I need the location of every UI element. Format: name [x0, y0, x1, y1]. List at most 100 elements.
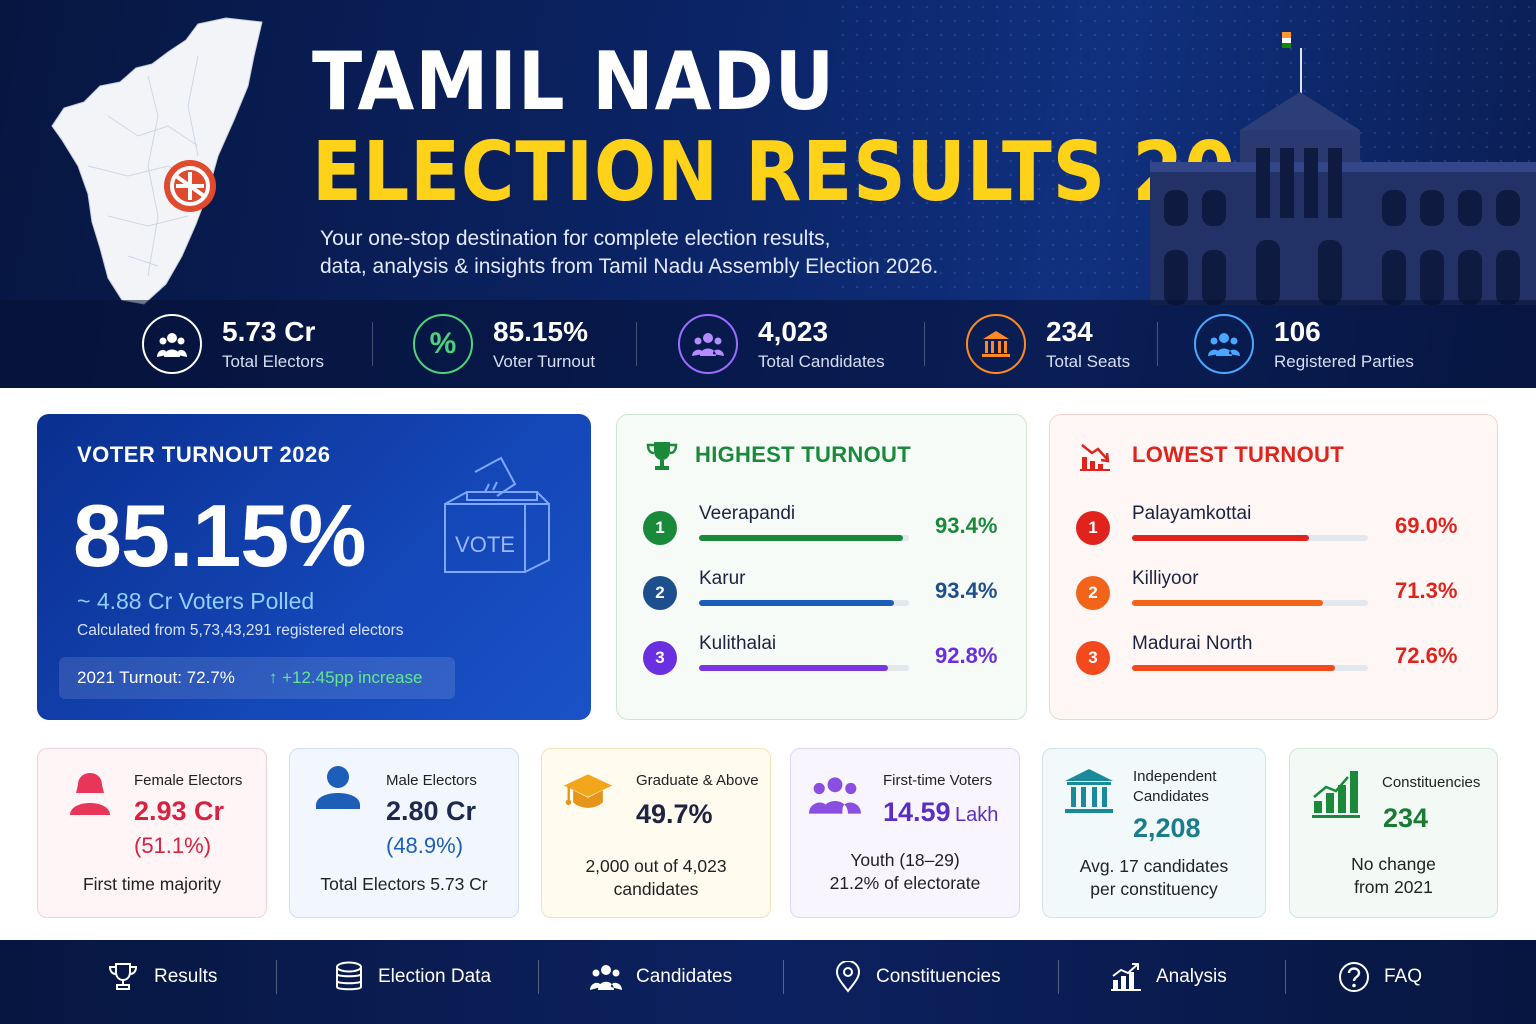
nav-item-analysis[interactable]: Analysis: [1110, 940, 1227, 1014]
turnout-heading: VOTER TURNOUT 2026: [77, 442, 331, 467]
card-unit: Lakh: [955, 804, 999, 826]
stat-label: Total Candidates: [758, 352, 885, 371]
rank-badge: 3: [1076, 641, 1110, 675]
highest-turnout-card: HIGHEST TURNOUT 1 Veerapandi 93.4% 2 Kar…: [616, 414, 1027, 720]
stat-value: 4,023: [758, 316, 829, 347]
chart-down-icon: [1080, 444, 1110, 471]
bar-chart-up-icon: [1312, 771, 1360, 818]
card-label: Constituencies: [1382, 774, 1481, 791]
turnout-percent: 92.8%: [935, 643, 998, 668]
turnout-calc-note: Calculated from 5,73,43,291 registered e…: [77, 622, 404, 639]
turnout-value: 85.15%: [73, 486, 366, 585]
trophy-icon: [646, 442, 678, 470]
nav-item-results[interactable]: Results: [106, 940, 217, 1014]
constituency-name: Veerapandi: [699, 503, 796, 524]
card-foot-line1: Avg. 17 candidates: [1079, 856, 1229, 876]
card-foot: Total Electors 5.73 Cr: [320, 874, 488, 894]
stat-divider: [372, 322, 373, 366]
voter-turnout-card: VOTER TURNOUT 2026 85.15% ~ 4.88 Cr Vote…: [37, 414, 591, 720]
bottom-nav: Results Election Data Candidates Constit…: [0, 940, 1536, 1024]
female-electors-card: Female Electors 2.93 Cr (51.1%) First ti…: [37, 748, 267, 918]
rank-badge: 3: [643, 641, 677, 675]
list-item[interactable]: 1 Veerapandi 93.4%: [617, 503, 1026, 553]
card-foot: Youth (18–29) 21.2% of electorate: [791, 849, 1019, 895]
institution-icon: [1065, 769, 1113, 813]
first-time-voters-card: First-time Voters 14.59 Lakh Youth (18–2…: [790, 748, 1020, 918]
nav-divider: [1058, 960, 1059, 994]
stat-value: 234: [1046, 316, 1093, 347]
stat-label: Total Electors: [222, 352, 325, 371]
turnout-bar-fill: [699, 600, 895, 606]
list-item[interactable]: 3 Kulithalai 92.8%: [617, 633, 1026, 683]
nav-label: FAQ: [1384, 966, 1423, 987]
rank-badge: 2: [643, 576, 677, 610]
graduate-card: Graduate & Above 49.7% 2,000 out of 4,02…: [541, 748, 771, 918]
subtitle-line1: Your one-stop destination for complete e…: [320, 227, 831, 250]
turnout-bar: [699, 535, 909, 541]
hero-subtitle: Your one-stop destination for complete e…: [320, 225, 1020, 281]
nav-divider: [783, 960, 784, 994]
nav-item-candidates[interactable]: Candidates: [590, 940, 732, 1014]
constituency-name: Karur: [699, 568, 746, 589]
turnout-bar-fill: [1132, 535, 1309, 541]
stat-divider: [924, 322, 925, 366]
candidates-icon: [590, 965, 622, 990]
nav-label: Candidates: [636, 966, 733, 987]
stat-total-seats: 234 Total Seats: [966, 312, 1130, 376]
nav-item-election-data[interactable]: Election Data: [334, 940, 491, 1014]
turnout-bar-fill: [1132, 600, 1324, 606]
list-item[interactable]: 2 Killiyoor 71.3%: [1050, 568, 1497, 618]
stat-total-electors: 5.73 Cr Total Electors: [142, 312, 324, 376]
card-label: Male Electors: [386, 772, 477, 789]
card-foot-line1: 2,000 out of 4,023: [585, 856, 727, 876]
stat-label: Total Seats: [1046, 352, 1131, 371]
lowest-turnout-card: LOWEST TURNOUT 1 Palayamkottai 69.0% 2 K…: [1049, 414, 1498, 720]
turnout-percent: 72.6%: [1395, 643, 1458, 668]
card-foot: No change from 2021: [1290, 853, 1497, 899]
stats-bar: 5.73 Cr Total Electors % 85.15% Voter Turn…: [0, 300, 1536, 388]
lowest-turnout-title: LOWEST TURNOUT: [1132, 442, 1344, 467]
people-icon: [142, 314, 202, 374]
nav-label: Results: [154, 966, 218, 987]
group-icon: [1194, 314, 1254, 374]
page-title-line1: TAMIL NADU: [312, 35, 836, 128]
list-item[interactable]: 1 Palayamkottai 69.0%: [1050, 503, 1497, 553]
turnout-comparison: 2021 Turnout: 72.7% ↑ +12.45pp increase: [59, 657, 455, 699]
turnout-percent: 71.3%: [1395, 578, 1458, 603]
nav-item-faq[interactable]: FAQ: [1338, 940, 1422, 1014]
card-foot-line1: No change: [1351, 854, 1436, 874]
nav-divider: [276, 960, 277, 994]
voters-polled: ~ 4.88 Cr Voters Polled: [77, 588, 315, 614]
card-value-group: 14.59 Lakh: [883, 797, 998, 828]
rank-badge: 2: [1076, 576, 1110, 610]
card-label: First-time Voters: [883, 772, 993, 789]
graduation-cap-icon: [563, 774, 613, 808]
card-foot: 2,000 out of 4,023 candidates: [542, 855, 770, 901]
building-icon: [966, 314, 1026, 374]
stat-total-candidates: 4,023 Total Candidates: [678, 312, 885, 376]
male-user-icon: [316, 766, 360, 809]
ballot-box-label: VOTE: [455, 532, 515, 557]
list-item[interactable]: 2 Karur 93.4%: [617, 568, 1026, 618]
stat-voter-turnout: % 85.15% Voter Turnout: [413, 312, 595, 376]
trophy-icon: [108, 963, 138, 990]
previous-turnout: 2021 Turnout: 72.7%: [77, 668, 235, 687]
assembly-building-icon: [1150, 32, 1536, 305]
turnout-percent: 69.0%: [1395, 513, 1458, 538]
card-foot: First time majority: [82, 874, 222, 894]
help-icon: [1339, 962, 1369, 992]
ballot-box-icon: VOTE: [444, 456, 550, 573]
candidates-icon: [678, 314, 738, 374]
list-item[interactable]: 3 Madurai North 72.6%: [1050, 633, 1497, 683]
card-foot-line2: 21.2% of electorate: [829, 873, 981, 893]
nav-label: Analysis: [1156, 966, 1227, 987]
turnout-bar-fill: [1132, 665, 1335, 671]
highest-turnout-title: HIGHEST TURNOUT: [695, 442, 911, 467]
database-icon: [336, 961, 362, 991]
card-value: 234: [1383, 803, 1429, 833]
nav-item-constituencies[interactable]: Constituencies: [834, 940, 1001, 1014]
arrow-up-icon: ↑: [268, 668, 283, 687]
card-sub: (51.1%): [134, 833, 212, 858]
card-foot-line2: from 2021: [1354, 877, 1433, 897]
turnout-bar: [1132, 665, 1368, 671]
